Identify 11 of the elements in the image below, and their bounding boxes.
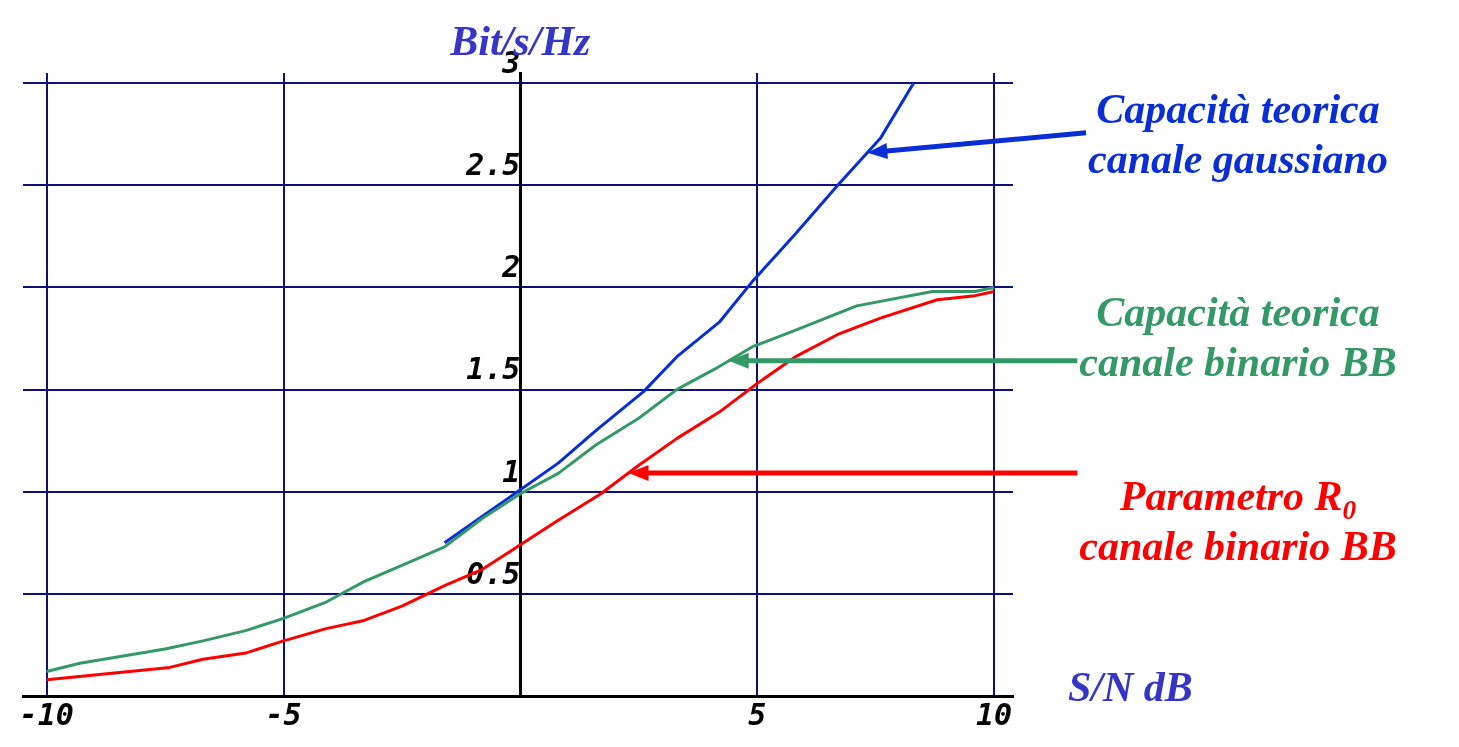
x-tick-label: -5 [265, 696, 302, 732]
text: Capacità teorica canale gaussiano [1088, 86, 1388, 183]
y-tick-label: 1 [502, 453, 521, 489]
x-tick-label: -10 [19, 696, 74, 732]
y-tick-label: 2 [501, 249, 521, 285]
text: Capacità teorica canale binario BB [1079, 288, 1397, 385]
x-tick-label: 5 [748, 696, 767, 732]
x-tick-label: 10 [975, 696, 1013, 732]
y-tick-label: 1.5 [466, 351, 521, 387]
x-axis-title: S/N dB [1068, 664, 1193, 710]
y-tick-label: 2.5 [465, 147, 521, 183]
